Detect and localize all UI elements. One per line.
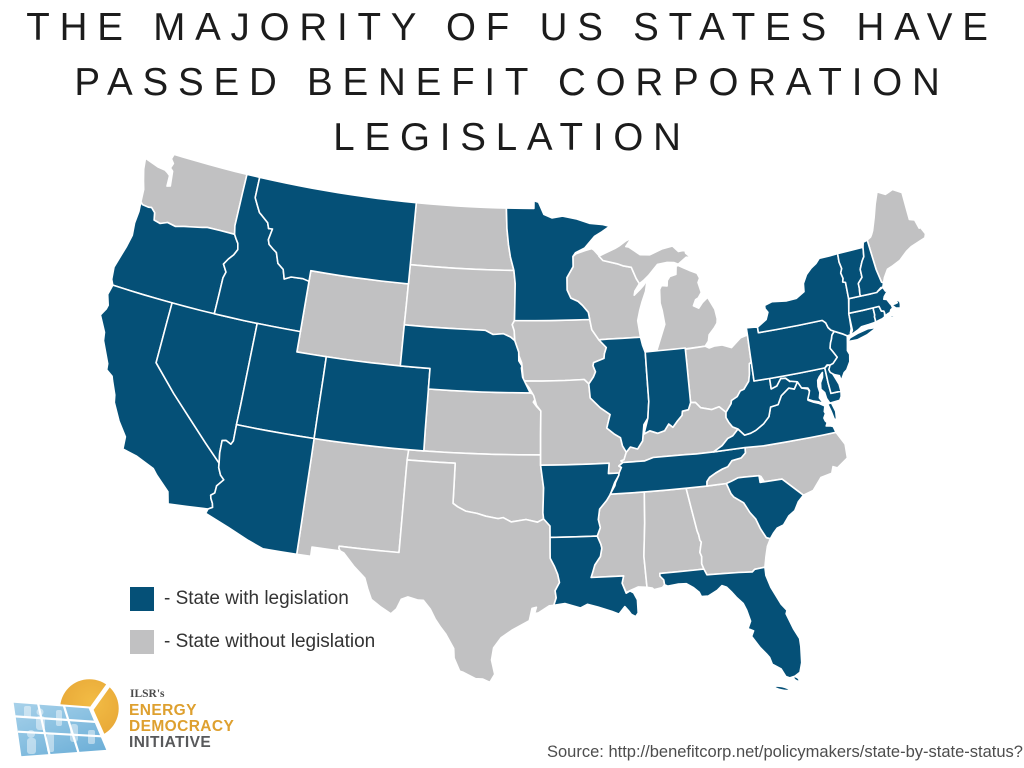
svg-text:ENERGY: ENERGY <box>129 702 197 719</box>
svg-text:INITIATIVE: INITIATIVE <box>129 734 211 751</box>
svg-text:DEMOCRACY: DEMOCRACY <box>129 718 234 735</box>
svg-text:ILSR's: ILSR's <box>130 688 165 700</box>
